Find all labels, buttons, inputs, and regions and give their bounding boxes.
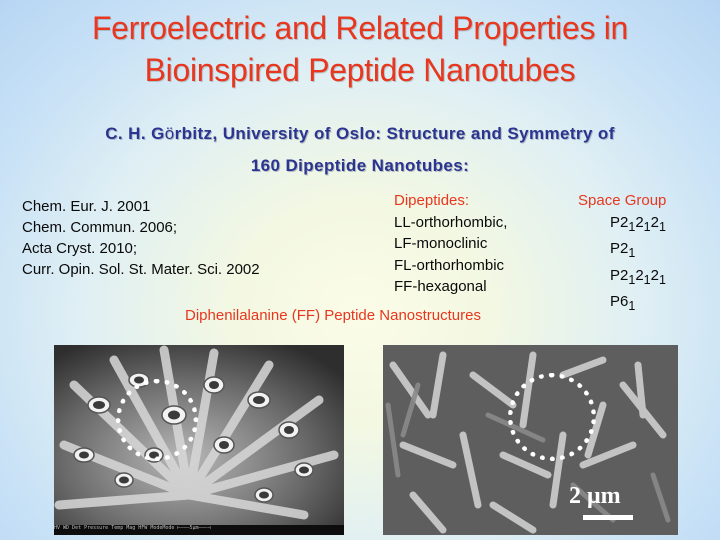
- reference-item: Chem. Eur. J. 2001: [22, 198, 151, 215]
- sem-info-bar: HV WD Det Pressure Temp Mag HFW ModeMode…: [54, 525, 344, 535]
- space-group-item: P21: [610, 240, 636, 260]
- dipeptide-item: FF-hexagonal: [394, 278, 487, 295]
- dipeptide-item: FL-orthorhombic: [394, 256, 505, 274]
- highlight-circle: [116, 379, 198, 461]
- nanostructures-caption: Diphenilalanine (FF) Peptide Nanostructu…: [185, 307, 481, 324]
- space-group-item: P212121: [610, 266, 666, 287]
- author-line1: C. H. Görbitz, University of Oslo: Struc…: [0, 124, 720, 144]
- sem-image-nanorods: 2 μm: [383, 345, 678, 535]
- space-group-header: Space Group: [578, 192, 667, 209]
- scale-bar-label: 2 μm: [569, 483, 621, 509]
- space-group-list: Space Group P212121 P21 P212121 P61: [578, 190, 666, 318]
- author-affiliation: rbitz, University of Oslo: Structure and…: [174, 124, 615, 143]
- reference-item: Chem. Commun. 2006;: [22, 219, 178, 236]
- author-umlaut: ö: [164, 124, 175, 143]
- dipeptides-header: Dipeptides:: [394, 192, 470, 209]
- space-group-item: P212121: [610, 213, 666, 234]
- slide-title-line2: Bioinspired Peptide Nanotubes: [144, 52, 576, 88]
- sem-image-nanotube-bundle: HV WD Det Pressure Temp Mag HFW ModeMode…: [54, 345, 344, 535]
- sem-tubes-drawing: [54, 345, 344, 535]
- dipeptide-item: LF-monoclinic: [394, 235, 488, 252]
- dipeptides-list: Dipeptides: LL-orthorhombic, LF-monoclin…: [394, 190, 507, 298]
- author-line2: 160 Dipeptide Nanotubes:: [250, 156, 470, 175]
- highlight-circle: [508, 373, 596, 461]
- space-group-item: P61: [610, 293, 636, 313]
- references-list: Chem. Eur. J. 2001 Chem. Commun. 2006; A…: [22, 196, 260, 280]
- reference-item: Curr. Opin. Sol. St. Mater. Sci. 2002: [22, 261, 260, 278]
- slide-title-line1: Ferroelectric and Related Properties in: [91, 10, 629, 46]
- dipeptide-item: LL-orthorhombic,: [394, 213, 508, 231]
- reference-item: Acta Cryst. 2010;: [22, 240, 138, 257]
- scale-bar: [583, 515, 633, 520]
- author-name-part: C. H. G: [105, 124, 165, 143]
